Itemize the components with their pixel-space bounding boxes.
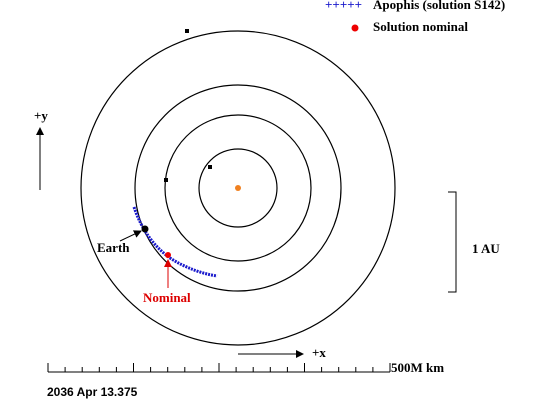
sun xyxy=(235,185,241,191)
orbit xyxy=(80,30,396,346)
planet xyxy=(164,178,168,182)
planet xyxy=(185,29,189,33)
legend-dot xyxy=(351,24,359,32)
au-label: 1 AU xyxy=(472,241,500,256)
nominal-position xyxy=(165,252,171,258)
orbit xyxy=(198,148,278,228)
legend-symbol: +++++ xyxy=(325,0,362,12)
apophis-track xyxy=(132,206,218,278)
scale-bar xyxy=(47,363,391,373)
scale-label: 500M km xyxy=(391,360,444,375)
x-axis-label: +x xyxy=(312,345,326,360)
orbit xyxy=(134,84,342,292)
y-axis-label: +y xyxy=(34,108,48,123)
date: 2036 Apr 13.375 xyxy=(47,385,138,399)
earth-arrow xyxy=(119,230,142,242)
nominal-label: Nominal xyxy=(143,290,191,305)
earth-label: Earth xyxy=(97,240,130,255)
earth xyxy=(141,225,149,233)
planet xyxy=(208,165,212,169)
orbit xyxy=(164,114,312,262)
legend-label: Solution nominal xyxy=(373,19,468,34)
au-bracket xyxy=(448,191,457,293)
legend-label: Apophis (solution S142) xyxy=(373,0,505,12)
